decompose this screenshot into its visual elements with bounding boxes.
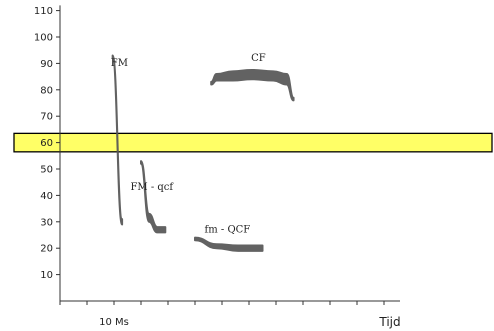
y-tick-label-2: 30 [40, 217, 53, 228]
series-mark-3 [210, 69, 295, 102]
series-mark-0 [111, 54, 124, 226]
y-tick-label-3: 40 [40, 191, 53, 202]
y-tick-label-9: 100 [34, 33, 53, 44]
x-tick-label-0: 10 Ms [99, 317, 129, 328]
y-tick-label-10: 110 [34, 6, 53, 17]
y-tick-label-4: 50 [40, 165, 53, 176]
series-label-2: fm - QCF [205, 224, 251, 235]
y-tick-label-8: 90 [40, 59, 53, 70]
series-label-1: FM - qcf [130, 182, 174, 193]
highlight-band [13, 132, 493, 153]
series-label-3: CF [251, 53, 266, 64]
y-tick-label-1: 20 [40, 244, 53, 255]
series-mark-2 [194, 236, 264, 252]
series-mark-1 [140, 160, 167, 234]
x-axis-title: Tijd [378, 315, 400, 329]
y-tick-label-0: 10 [40, 270, 53, 281]
series-label-0: FM [111, 58, 128, 69]
y-tick-label-7: 80 [40, 85, 53, 96]
y-tick-label-5: 60 [40, 138, 53, 149]
y-tick-label-6: 70 [40, 112, 53, 123]
